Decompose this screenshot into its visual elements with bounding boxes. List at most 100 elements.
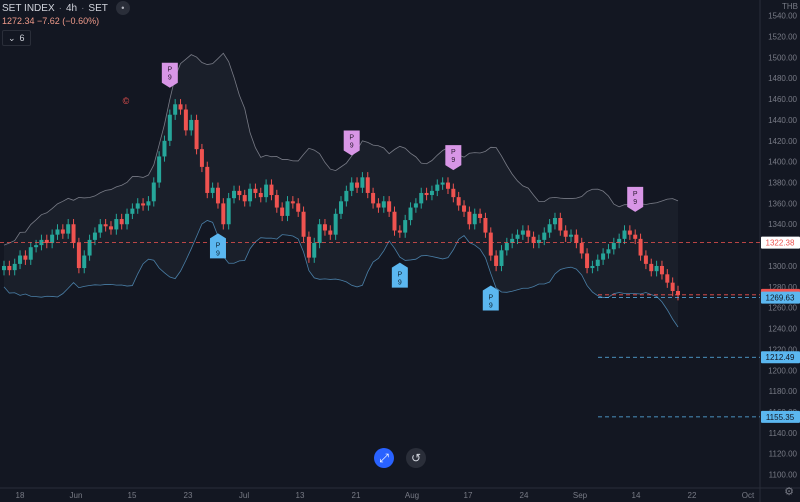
indicator-toggle[interactable]: ⌄ 6: [2, 30, 31, 46]
candle-body: [146, 201, 151, 206]
y-tick-label: 1540.00: [768, 12, 797, 21]
candle-body: [504, 243, 509, 251]
reset-chart-button[interactable]: ↺: [406, 448, 426, 468]
marker-label: P: [216, 242, 221, 249]
candle-body: [456, 197, 461, 206]
marker-label: 9: [451, 157, 455, 164]
candle-body: [627, 230, 632, 235]
candle-body: [317, 224, 322, 244]
y-tick-label: 1280.00: [768, 283, 797, 292]
candle-body: [130, 208, 135, 214]
buy-marker: [209, 233, 226, 259]
candle-body: [622, 230, 627, 239]
candle-body: [173, 104, 178, 115]
candle-body: [349, 182, 354, 191]
candle-body: [654, 265, 659, 272]
candle-body: [478, 213, 483, 218]
symbol-name[interactable]: SET INDEX: [2, 2, 55, 14]
candle-body: [103, 224, 108, 227]
sell-marker: [445, 145, 462, 171]
x-tick-label: 17: [464, 491, 473, 500]
marker-label: P: [633, 191, 638, 198]
candle-body: [7, 265, 12, 271]
candle-body: [462, 205, 467, 212]
candle-body: [215, 187, 220, 204]
candle-body: [269, 184, 274, 196]
y-tick-label: 1100.00: [769, 471, 798, 480]
candle-body: [312, 243, 317, 258]
marker-label: P: [398, 272, 403, 279]
candle-body: [39, 239, 44, 246]
candle-body: [301, 211, 306, 237]
candle-body: [258, 192, 263, 198]
candle-body: [82, 255, 87, 269]
settings-gear-icon[interactable]: ⚙: [784, 486, 794, 498]
candle-body: [472, 213, 477, 225]
candle-body: [232, 190, 237, 199]
candle-body: [665, 274, 670, 283]
chevron-down-icon[interactable]: ⌄: [8, 32, 16, 43]
candle-body: [274, 195, 279, 208]
y-tick-label: 1440.00: [768, 116, 797, 125]
buy-marker: [391, 262, 408, 288]
candle-body: [333, 213, 338, 235]
candle-body: [34, 245, 39, 248]
candle-body: [248, 188, 253, 202]
candle-body: [595, 259, 600, 266]
candle-body: [547, 224, 552, 233]
price-label: 1212.49: [766, 353, 795, 362]
candle-body: [445, 182, 450, 189]
candle-body: [590, 265, 595, 269]
candle-body: [435, 184, 440, 191]
candle-body: [633, 234, 638, 239]
candle-body: [253, 188, 258, 193]
candle-body: [167, 114, 172, 141]
y-tick-label: 1260.00: [768, 304, 797, 313]
candle-body: [488, 232, 493, 256]
candle-body: [531, 236, 536, 244]
price-label-box: [761, 351, 800, 364]
candle-body: [371, 192, 376, 204]
y-tick-label: 1300.00: [768, 262, 797, 271]
price-change-quote: 1272.34 −7.62 (−0.60%): [2, 16, 100, 26]
buy-marker: [482, 285, 499, 311]
y-tick-label: 1340.00: [768, 220, 797, 229]
fit-chart-button[interactable]: ⤢: [374, 448, 394, 468]
candle-body: [659, 265, 664, 275]
more-dots-icon[interactable]: •: [115, 1, 130, 15]
candle-body: [360, 177, 365, 188]
x-tick-label: Jul: [239, 491, 249, 500]
candle-body: [285, 201, 290, 216]
marker-label: 9: [350, 143, 354, 150]
candle-body: [355, 182, 360, 188]
candle-body: [515, 234, 520, 239]
candle-body: [643, 255, 648, 264]
interval-label[interactable]: 4h: [65, 2, 78, 14]
candle-body: [419, 192, 424, 204]
marker-label: 9: [216, 250, 220, 257]
candle-body: [617, 238, 622, 244]
separator: ·: [58, 2, 62, 14]
marker-label: P: [349, 135, 354, 142]
candle-body: [569, 234, 574, 237]
y-tick-label: 1120.00: [769, 450, 798, 459]
sell-marker: [161, 62, 178, 88]
marker-label: 9: [633, 199, 637, 206]
candle-body: [579, 243, 584, 254]
y-tick-label: 1360.00: [768, 199, 797, 208]
marker-label: 9: [489, 303, 493, 310]
candle-body: [574, 234, 579, 244]
candle-body: [98, 224, 103, 233]
price-label: 1322.38: [766, 239, 795, 248]
candle-body: [66, 224, 71, 234]
candle-body: [467, 211, 472, 225]
x-tick-label: Jun: [70, 491, 83, 500]
candle-body: [162, 140, 167, 157]
candle-body: [429, 190, 434, 196]
candle-body: [44, 239, 49, 244]
candle-body: [601, 253, 606, 260]
candle-body: [397, 230, 402, 233]
candle-body: [563, 230, 568, 237]
band-fill: [4, 53, 678, 328]
